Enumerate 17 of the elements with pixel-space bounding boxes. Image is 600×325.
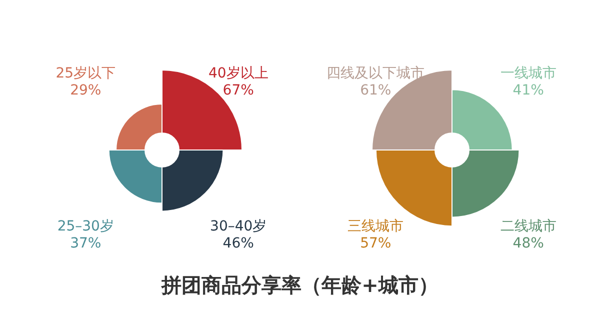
data-label: 61% bbox=[360, 82, 392, 99]
data-label: 57% bbox=[360, 235, 392, 252]
category-label: 三线城市 bbox=[348, 218, 404, 234]
category-label: 25–30岁 bbox=[57, 218, 114, 234]
category-label: 25岁以下 bbox=[56, 66, 116, 82]
category-label: 30–40岁 bbox=[210, 218, 267, 234]
data-label: 46% bbox=[222, 235, 254, 252]
data-label: 37% bbox=[70, 235, 102, 252]
data-label: 41% bbox=[512, 82, 544, 99]
category-label: 40岁以上 bbox=[208, 66, 268, 82]
data-label: 67% bbox=[222, 82, 254, 99]
category-label: 四线及以下城市 bbox=[326, 66, 425, 82]
data-label: 48% bbox=[512, 235, 544, 252]
data-label: 29% bbox=[70, 82, 102, 99]
text: 拼团商品分享率（年龄+城市） bbox=[160, 272, 440, 299]
category-label: 一线城市 bbox=[500, 66, 556, 82]
category-label: 二线城市 bbox=[500, 218, 556, 234]
